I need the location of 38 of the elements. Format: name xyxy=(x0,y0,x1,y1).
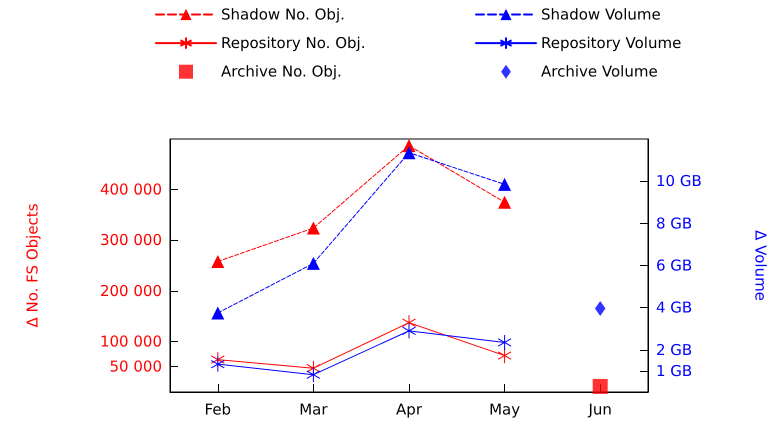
legend-label: Shadow Volume xyxy=(541,6,661,24)
y-tick-label: 300 000 xyxy=(100,231,162,250)
point xyxy=(498,196,512,209)
x-tick-label: Feb xyxy=(204,400,232,418)
legend-label: Shadow No. Obj. xyxy=(221,6,345,24)
point xyxy=(498,348,512,364)
x-tick-label: Apr xyxy=(396,400,423,418)
y-tick-label: 400 000 xyxy=(100,180,162,199)
y-tick-label: 50 000 xyxy=(110,358,162,376)
y2-tick-label: 6 GB xyxy=(656,256,692,274)
point xyxy=(306,256,320,270)
y2-axis-title: Δ Volume xyxy=(752,230,770,301)
y2-tick-label: 8 GB xyxy=(656,214,692,232)
x-tick-label: Mar xyxy=(299,400,328,418)
y2-tick-label: 4 GB xyxy=(656,298,692,317)
point xyxy=(211,306,224,320)
x-tick-label: Jun xyxy=(587,400,612,418)
y2-tick-label: 2 GB xyxy=(656,340,692,359)
point xyxy=(594,301,606,316)
y2-tick-label: 10 GB xyxy=(656,172,702,190)
y-tick-label: 200 000 xyxy=(100,282,162,300)
point xyxy=(592,378,608,394)
y-axis-title: Δ No. FS Objects xyxy=(24,203,42,328)
legend-label: Archive No. Obj. xyxy=(221,62,342,81)
point xyxy=(498,178,512,191)
y2-tick-label: 1 GB xyxy=(656,362,692,380)
x-tick-label: May xyxy=(489,400,520,418)
point xyxy=(210,356,225,372)
legend-label: Repository Volume xyxy=(541,34,682,52)
point xyxy=(498,334,512,350)
point xyxy=(211,254,224,268)
point xyxy=(402,322,416,339)
legend-label: Repository No. Obj. xyxy=(221,34,366,52)
point xyxy=(306,366,320,383)
point xyxy=(402,146,416,160)
y-tick-label: 100 000 xyxy=(100,332,162,350)
legend-label: Archive Volume xyxy=(541,62,658,81)
point xyxy=(306,222,320,235)
